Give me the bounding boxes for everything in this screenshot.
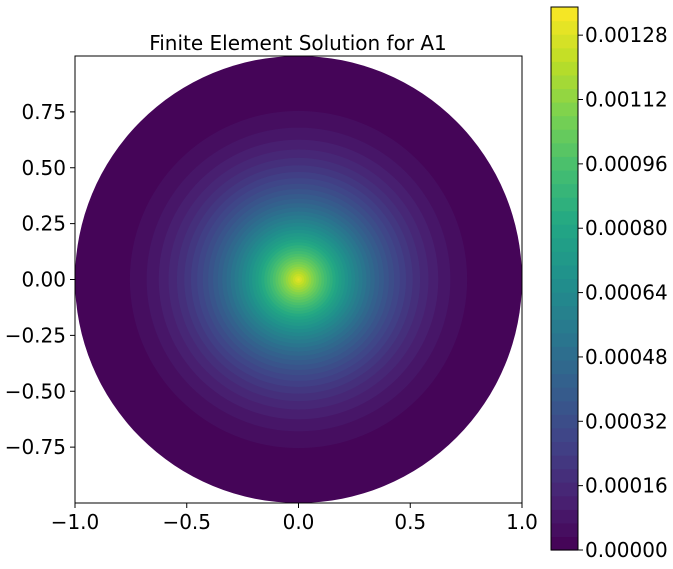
colorbar-frame <box>550 6 579 551</box>
colorbar-tick-label: 0.00016 <box>585 474 668 498</box>
colorbar-segment <box>551 129 578 144</box>
y-tick-label: −0.75 <box>5 435 66 459</box>
contour-disk <box>75 56 522 503</box>
x-axis: −1.0 −0.5 0.0 0.5 1.0 <box>51 503 538 534</box>
y-tick-label: −0.50 <box>5 379 66 403</box>
colorbar-tick-label: 0.00096 <box>585 152 668 176</box>
colorbar-segment <box>551 115 578 130</box>
colorbar-segment <box>551 536 578 551</box>
colorbar-segment <box>551 332 578 347</box>
colorbar-segment <box>551 346 578 361</box>
contour-level-38 <box>297 278 300 281</box>
colorbar-segment <box>551 102 578 117</box>
colorbar-segment <box>551 34 578 49</box>
colorbar-segment <box>551 387 578 402</box>
y-axis: 0.75 0.50 0.25 0.00 −0.25 −0.50 −0.75 <box>5 100 75 459</box>
colorbar-tick-label: 0.00000 <box>585 538 668 562</box>
colorbar: 0.00000 0.00016 0.00032 0.00048 0.00064 0.000… <box>550 6 668 562</box>
colorbar-segment <box>551 251 578 266</box>
x-tick-label: 1.0 <box>506 510 538 534</box>
colorbar-segment <box>551 61 578 76</box>
colorbar-segment <box>551 88 578 103</box>
x-tick-label: −0.5 <box>162 510 211 534</box>
colorbar-segment <box>551 142 578 157</box>
colorbar-segment <box>551 183 578 198</box>
colorbar-segment <box>551 47 578 62</box>
colorbar-segment <box>551 319 578 334</box>
colorbar-tick-label: 0.00064 <box>585 281 668 305</box>
colorbar-segment <box>551 7 578 22</box>
x-tick-label: −1.0 <box>51 510 100 534</box>
colorbar-segment <box>551 210 578 225</box>
colorbar-segment <box>551 468 578 483</box>
y-tick-label: −0.25 <box>5 323 66 347</box>
colorbar-tick-label: 0.00112 <box>585 88 668 112</box>
colorbar-segment <box>551 74 578 90</box>
y-tick-label: 0.50 <box>21 156 66 180</box>
colorbar-segment <box>551 400 578 415</box>
colorbar-segment <box>551 156 578 171</box>
colorbar-segment <box>551 237 578 252</box>
colorbar-segment <box>551 522 578 538</box>
colorbar-segment <box>551 169 578 185</box>
colorbar-segment <box>551 197 578 212</box>
x-tick-label: 0.5 <box>394 510 426 534</box>
y-tick-label: 0.00 <box>21 268 66 292</box>
colorbar-segment <box>551 454 578 470</box>
colorbar-segment <box>551 509 578 524</box>
colorbar-segment <box>551 224 578 239</box>
y-tick-label: 0.25 <box>21 212 66 236</box>
colorbar-segment <box>551 305 578 320</box>
colorbar-segment <box>551 278 578 293</box>
colorbar-segment <box>551 20 578 35</box>
colorbar-segment <box>551 292 578 307</box>
colorbar-segment <box>551 441 578 456</box>
colorbar-tick-label: 0.00048 <box>585 345 668 369</box>
colorbar-segment <box>551 414 578 429</box>
colorbar-segment <box>551 482 578 497</box>
colorbar-segment <box>551 264 578 280</box>
colorbar-segment <box>551 427 578 442</box>
colorbar-segment <box>551 495 578 510</box>
chart-title: Finite Element Solution for A1 <box>149 31 447 55</box>
colorbar-tick-label: 0.00032 <box>585 409 668 433</box>
y-tick-label: 0.75 <box>21 100 66 124</box>
colorbar-segment <box>551 373 578 388</box>
colorbar-segment <box>551 359 578 375</box>
x-tick-label: 0.0 <box>283 510 315 534</box>
colorbar-tick-label: 0.00080 <box>585 216 668 240</box>
colorbar-tick-label: 0.00128 <box>585 23 668 47</box>
